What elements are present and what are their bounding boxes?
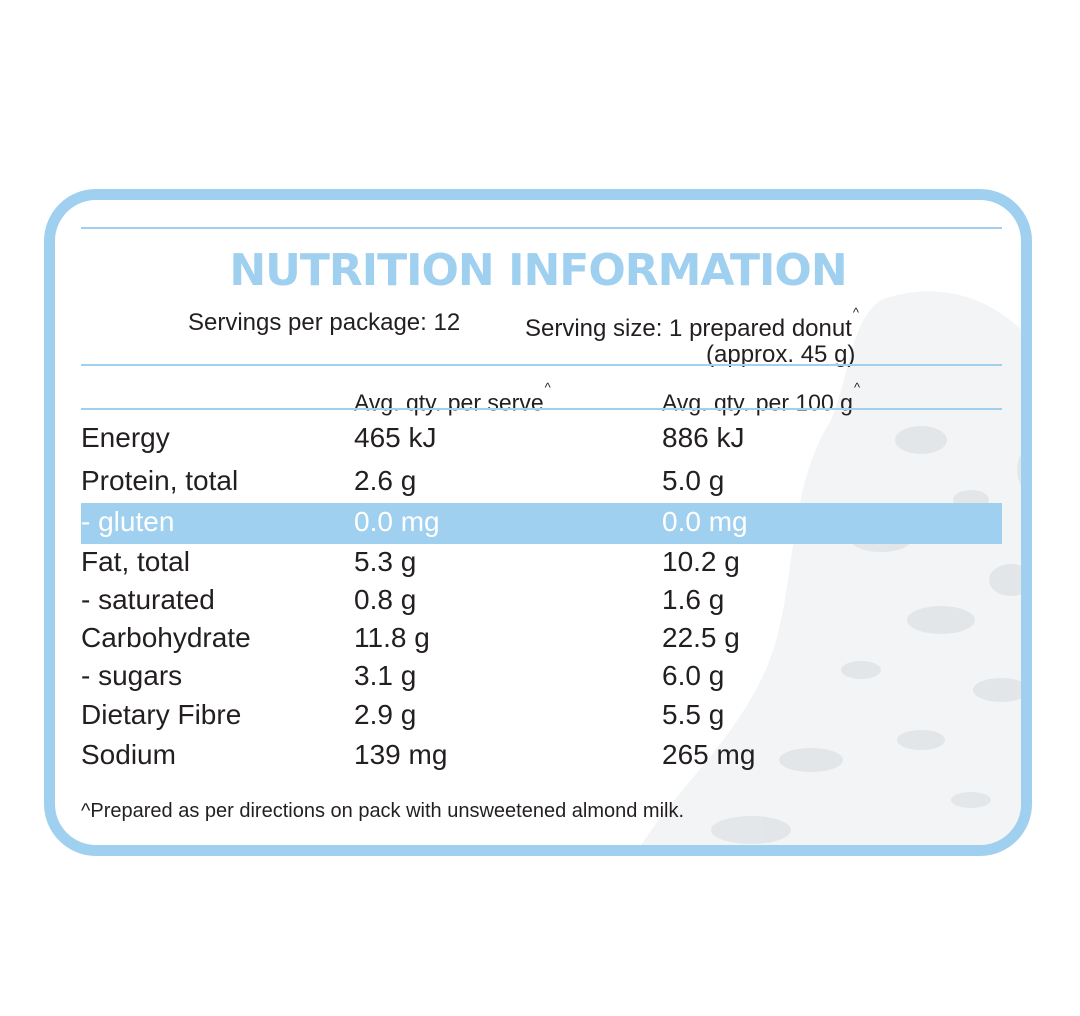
nutrient-name: - saturated	[81, 584, 215, 615]
nutrient-name: - gluten	[81, 506, 175, 537]
serving-size-caret: ^	[852, 305, 859, 320]
header-divider-bottom	[81, 408, 1002, 410]
nutrient-row-sodium: Sodium 139 mg 265 mg	[81, 736, 1002, 774]
panel-title: NUTRITION INFORMATION	[229, 245, 847, 296]
nutrient-row-energy: Energy 465 kJ 886 kJ	[81, 419, 1002, 457]
nutrient-name: Protein, total	[81, 465, 239, 496]
nutrient-per-100g: 265 mg	[662, 739, 756, 770]
servings-per-package: Servings per package: 12	[188, 309, 461, 336]
nutrient-per-100g: 0.0 mg	[662, 506, 748, 537]
nutrient-row-sugars: - sugars 3.1 g 6.0 g	[81, 657, 1002, 695]
nutrient-per-100g: 10.2 g	[662, 546, 740, 577]
header-divider-top	[81, 364, 1002, 366]
nutrient-per-serve: 5.3 g	[354, 546, 417, 577]
nutrient-row-protein: Protein, total 2.6 g 5.0 g	[81, 462, 1002, 500]
nutrient-per-serve: 11.8 g	[354, 622, 430, 653]
nutrient-per-serve: 0.0 mg	[354, 506, 440, 537]
nutrient-per-100g: 5.5 g	[662, 699, 725, 730]
column-header-per-100g-text: Avg. qty. per 100 g	[662, 389, 853, 416]
nutrient-per-100g: 22.5 g	[662, 622, 740, 653]
nutrient-per-serve: 2.9 g	[354, 699, 417, 730]
serving-size-text: Serving size: 1 prepared donut	[525, 315, 852, 342]
nutrient-per-serve: 3.1 g	[354, 660, 417, 691]
nutrient-per-serve: 139 mg	[354, 739, 448, 770]
nutrition-panel: NUTRITION INFORMATION Servings per packa…	[44, 189, 1032, 856]
footnote: ^Prepared as per directions on pack with…	[81, 800, 685, 822]
nutrient-name: Energy	[81, 422, 170, 453]
nutrient-row-fat: Fat, total 5.3 g 10.2 g	[81, 543, 1002, 581]
nutrient-per-100g: 1.6 g	[662, 584, 725, 615]
nutrient-name: Dietary Fibre	[81, 699, 242, 730]
nutrient-name: - sugars	[81, 660, 183, 691]
column-header-per-serve-text: Avg. qty. per serve	[354, 389, 544, 416]
nutrient-per-100g: 6.0 g	[662, 660, 725, 691]
nutrient-row-carbohydrate: Carbohydrate 11.8 g 22.5 g	[81, 619, 1002, 657]
nutrient-row-gluten: - gluten 0.0 mg 0.0 mg	[81, 503, 1002, 544]
column-header-per-serve-caret: ^	[544, 380, 551, 395]
nutrient-per-100g: 886 kJ	[662, 422, 745, 453]
column-header-per-serve: Avg. qty. per serve^	[354, 380, 551, 418]
nutrient-name: Carbohydrate	[81, 622, 251, 653]
column-header-per-100g: Avg. qty. per 100 g^	[662, 380, 861, 418]
nutrient-per-serve: 2.6 g	[354, 465, 417, 496]
serving-size: Serving size: 1 prepared donut^	[525, 305, 859, 344]
nutrient-per-serve: 465 kJ	[354, 422, 437, 453]
nutrient-name: Fat, total	[81, 546, 190, 577]
nutrient-per-serve: 0.8 g	[354, 584, 417, 615]
column-header-per-100g-caret: ^	[853, 380, 861, 395]
serving-size-approx: (approx. 45 g)	[706, 341, 856, 368]
top-divider	[81, 227, 1002, 229]
nutrient-per-100g: 5.0 g	[662, 465, 725, 496]
nutrient-name: Sodium	[81, 739, 176, 770]
nutrient-row-dietary-fibre: Dietary Fibre 2.9 g 5.5 g	[81, 696, 1002, 734]
nutrient-row-saturated: - saturated 0.8 g 1.6 g	[81, 581, 1002, 619]
